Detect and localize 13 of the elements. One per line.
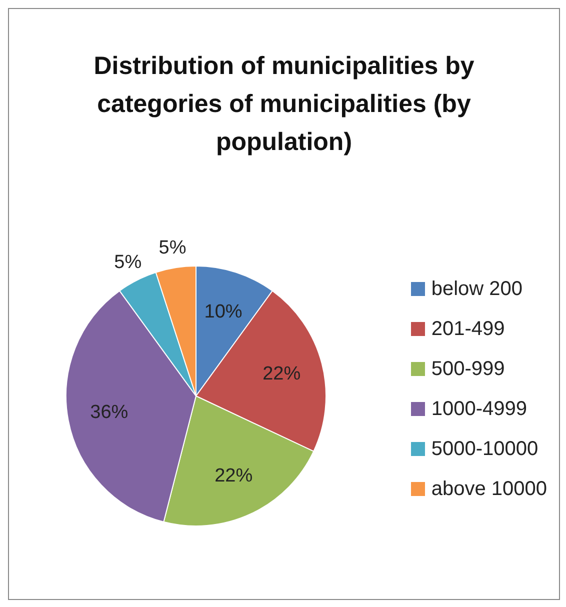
data-label: 5% — [158, 237, 186, 258]
legend-label: 5000-10000 — [431, 437, 538, 462]
legend-label: above 10000 — [431, 477, 547, 502]
chart-title: Distribution of municipalities by categories of municipalities (by population) — [92, 51, 476, 158]
legend-label: below 200 — [431, 277, 523, 302]
data-label: 22% — [214, 465, 253, 486]
data-label: 5% — [114, 252, 142, 273]
legend-label: 201-499 — [431, 317, 505, 342]
legend-label: 500-999 — [431, 357, 505, 382]
data-label: 10% — [204, 301, 242, 322]
data-label: 36% — [90, 402, 128, 424]
legend-label: 1000-4999 — [431, 397, 527, 422]
data-label: 22% — [262, 364, 301, 385]
